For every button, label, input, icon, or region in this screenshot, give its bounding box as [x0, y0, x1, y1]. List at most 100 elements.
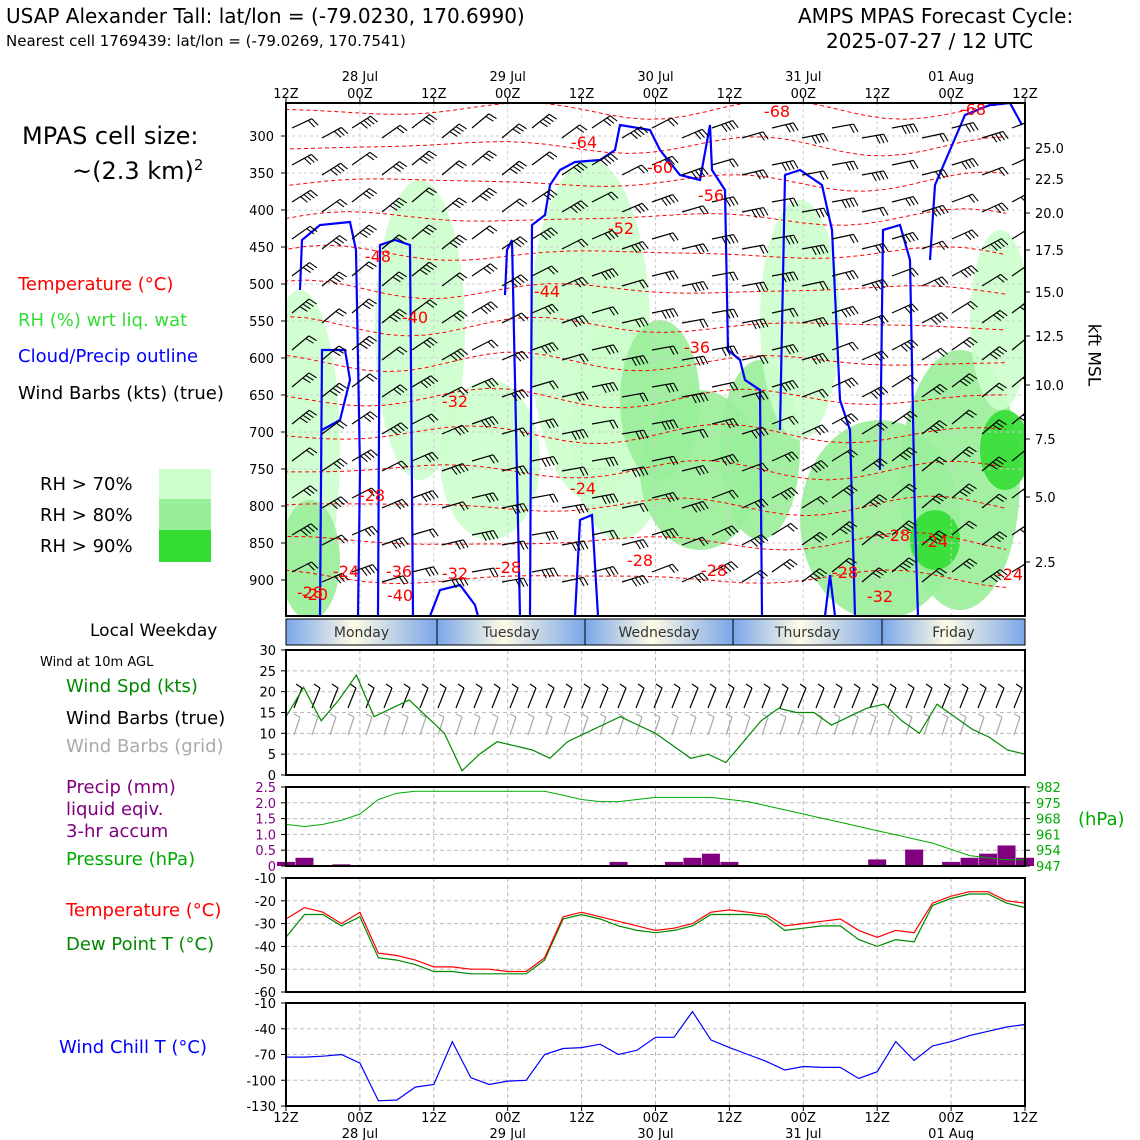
wind-barb-true [689, 683, 699, 709]
wind-barb-flag [959, 380, 968, 387]
wind-barb-flag [789, 308, 795, 318]
wind-barb-flag [341, 572, 349, 581]
wind-barb [861, 278, 889, 291]
wind-barb-flag [971, 229, 979, 237]
wind-barb-true [797, 683, 807, 709]
wind-barb-flag [425, 226, 434, 233]
wind-barb-flag [996, 348, 1005, 355]
wind-barb-flag [485, 531, 491, 541]
wind-barb-flag [913, 123, 919, 133]
wind-barb-flag [305, 337, 314, 344]
barb-grid-shaft [761, 716, 769, 736]
wind-barb-flag [998, 493, 1007, 500]
wind-barb-flag [523, 503, 529, 512]
wind-barb-shaft [1011, 122, 1025, 129]
wind-barb-flag [962, 563, 971, 570]
wind-barb-flag [814, 355, 822, 364]
bottom-date-label: 30 Jul [637, 1127, 673, 1140]
wind-barb-flag [755, 393, 761, 402]
wind-barb-flag [785, 124, 791, 133]
wind-barb [321, 271, 347, 287]
wind-barb-flag [449, 131, 458, 137]
barb-grid-flag [887, 713, 895, 718]
legend-rh70: RH > 70% [40, 474, 133, 495]
wind-barb-shaft [1011, 375, 1025, 388]
barb-grid-flag [437, 713, 445, 718]
barb-true-shaft [743, 687, 753, 709]
wind-barb-flag [639, 430, 645, 440]
wind-barb-flag [634, 206, 642, 214]
wind-barb-flag [309, 225, 318, 233]
barb-grid-flag [419, 713, 427, 718]
wind-barb-flag [672, 270, 679, 279]
wind-barb-flag [1000, 274, 1008, 281]
wind-barb [801, 495, 828, 509]
temperature-contour [286, 387, 1007, 409]
wind-barb-flag [427, 415, 435, 423]
wind-barb-flag [669, 383, 675, 393]
wind-barb-flag [545, 457, 551, 467]
wind-barb-flag [453, 314, 462, 322]
wind-barb-flag [969, 558, 978, 565]
wind-barb-flag [819, 171, 825, 180]
wind-barb-flag [972, 122, 979, 131]
wind-barb-flag [422, 155, 431, 162]
wind-barb-flag [732, 196, 739, 205]
pressure-tick-label: 350 [249, 167, 274, 182]
wind-barb-flag [392, 276, 401, 283]
wind-barb [771, 234, 799, 245]
precip-axis-tick-label: 0 [268, 860, 276, 875]
barb-true-flag [385, 683, 393, 689]
wind-barb-flag [1002, 166, 1009, 175]
wind-barb-flag [449, 242, 458, 249]
wind-barb-flag [425, 264, 434, 271]
wind-barb-flag [335, 237, 345, 244]
wind-barb [891, 267, 919, 277]
wind-barb-flag [480, 307, 488, 315]
weekday-cell [732, 618, 883, 646]
wind-barb-flag [934, 279, 942, 288]
wind-barb [411, 566, 439, 577]
wind-barb-flag [579, 430, 585, 439]
wind-barb [1011, 563, 1025, 573]
wind-barb-flag [731, 561, 739, 569]
wind-barb-flag [933, 388, 942, 395]
wind-barb-flag [724, 122, 732, 131]
wind-barb [411, 490, 439, 503]
wind-barb-flag [634, 243, 642, 252]
wind-barb-flag [613, 456, 619, 466]
wind-barb-flag [576, 126, 585, 133]
wind-barb-flag [823, 133, 829, 142]
wind-barb [351, 224, 377, 240]
wind-barb [741, 354, 769, 365]
wind-barb-flag [698, 130, 705, 138]
wind-barb-flag [454, 428, 462, 436]
wind-barb [591, 456, 619, 467]
legend-rh80: RH > 80% [40, 505, 133, 526]
wind-barb-shaft [981, 166, 1003, 176]
wind-barb-flag [939, 420, 948, 427]
barb-grid-shaft [1013, 716, 1021, 736]
wind-barb [591, 381, 619, 394]
wind-barb-flag [819, 281, 825, 291]
wind-barb [801, 388, 829, 398]
contour-label: -28 [627, 551, 653, 570]
wind-barb-grid [599, 713, 607, 736]
wind-barb-flag [608, 231, 615, 239]
barb-grid-flag [743, 713, 751, 718]
weekday-cell [881, 618, 1026, 646]
barb-true-shaft [1013, 687, 1023, 709]
wind-barb-flag [581, 238, 589, 246]
kft-tick-label: 20.0 [1035, 207, 1064, 222]
wind-barb-shaft [951, 265, 972, 277]
wind-barb-flag [335, 347, 344, 354]
wind-barb-flag [759, 392, 765, 401]
wind-barb-flag [340, 127, 349, 135]
wind-barb-flag [635, 431, 641, 440]
wind-barb [921, 530, 947, 546]
wind-barb-flag [457, 388, 465, 396]
wind-barb-flag [822, 353, 829, 362]
wind-barb-flag [848, 343, 855, 351]
wind-barb-flag [546, 191, 555, 198]
